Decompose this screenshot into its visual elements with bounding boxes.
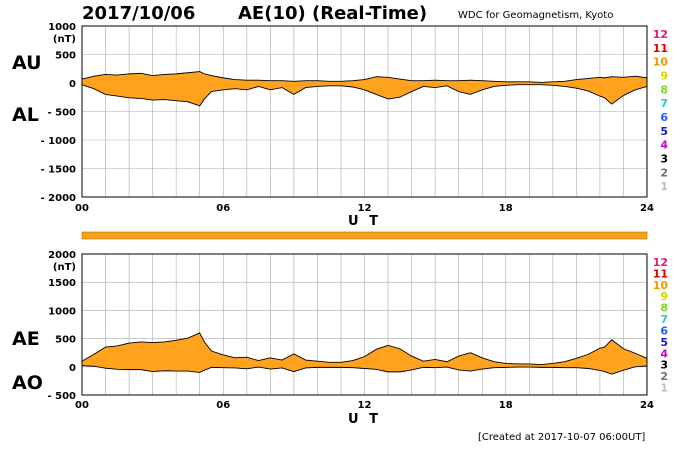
station-number-5: 5 — [660, 336, 668, 349]
series-line-ao — [81, 365, 648, 375]
station-number-9: 9 — [660, 70, 668, 83]
x-tick-label: 06 — [216, 400, 230, 411]
series-area-au-al — [82, 71, 647, 106]
plot-frame — [81, 253, 648, 396]
x-tick-label: 00 — [75, 400, 89, 411]
y-tick-label: 1500 — [48, 278, 76, 289]
x-tick-label: 12 — [358, 400, 372, 411]
station-number-12: 12 — [653, 28, 668, 41]
x-tick-label: 18 — [499, 400, 513, 411]
station-number-2: 2 — [660, 370, 668, 383]
y-tick-label: 1000 — [48, 306, 76, 317]
chart-date: 2017/10/06 — [82, 3, 196, 24]
series-line-al — [81, 84, 648, 107]
station-number-11: 11 — [653, 267, 668, 280]
y-tick-label: 500 — [55, 335, 76, 346]
plot-frame — [81, 25, 648, 198]
station-number-1: 1 — [660, 180, 668, 193]
y-tick-label: - 1500 — [41, 165, 77, 176]
series-line-ae — [81, 332, 648, 365]
chart-title: AE(10) (Real-Time) — [238, 3, 428, 24]
station-number-10: 10 — [653, 56, 669, 69]
station-number-6: 6 — [660, 111, 668, 124]
series-line-au — [81, 71, 648, 83]
y-tick-label: - 1000 — [41, 136, 77, 147]
station-availability-band — [81, 231, 648, 240]
chart-panel-1: 1000 500 0 - 500 - 1000 - 1500 - 2000 (nT) 00 06 1… — [41, 22, 669, 229]
y-tick-label: 2000 — [48, 250, 76, 261]
x-axis-label: U T — [348, 214, 381, 229]
units-label: (nT) — [53, 34, 76, 45]
station-number-10: 10 — [653, 279, 669, 292]
station-number-12: 12 — [653, 256, 668, 269]
y-tick-label: 500 — [55, 51, 76, 62]
x-tick-label: 18 — [499, 203, 513, 214]
ae-label: AE — [12, 328, 40, 350]
station-number-2: 2 — [660, 166, 668, 179]
station-number-8: 8 — [660, 83, 668, 96]
x-tick-label: 24 — [640, 203, 654, 214]
ao-label: AO — [12, 372, 43, 394]
al-label: AL — [12, 104, 39, 126]
data-source: WDC for Geomagnetism, Kyoto — [458, 10, 614, 21]
x-tick-label: 06 — [216, 203, 230, 214]
created-timestamp: [Created at 2017-10-07 06:00UT] — [478, 432, 646, 443]
units-label: (nT) — [53, 262, 76, 273]
y-tick-label: - 2000 — [41, 193, 77, 204]
au-label: AU — [12, 52, 42, 74]
y-tick-label: 0 — [69, 79, 76, 90]
station-number-4: 4 — [660, 139, 668, 152]
x-tick-label: 12 — [358, 203, 372, 214]
station-number-4: 4 — [660, 347, 668, 360]
station-number-6: 6 — [660, 324, 668, 337]
station-number-3: 3 — [660, 153, 668, 166]
x-tick-label: 24 — [640, 400, 654, 411]
station-number-5: 5 — [660, 125, 668, 138]
station-number-7: 7 — [660, 97, 668, 110]
station-number-7: 7 — [660, 313, 668, 326]
station-number-11: 11 — [653, 42, 668, 55]
y-tick-label: 1000 — [48, 22, 76, 33]
y-tick-label: - 500 — [47, 391, 76, 402]
y-tick-label: 0 — [69, 363, 76, 374]
y-tick-label: - 500 — [47, 108, 76, 119]
station-number-3: 3 — [660, 359, 668, 372]
station-number-1: 1 — [660, 382, 668, 395]
x-tick-label: 00 — [75, 203, 89, 214]
station-number-9: 9 — [660, 290, 668, 303]
station-number-8: 8 — [660, 302, 668, 315]
x-axis-label: U T — [348, 412, 381, 427]
